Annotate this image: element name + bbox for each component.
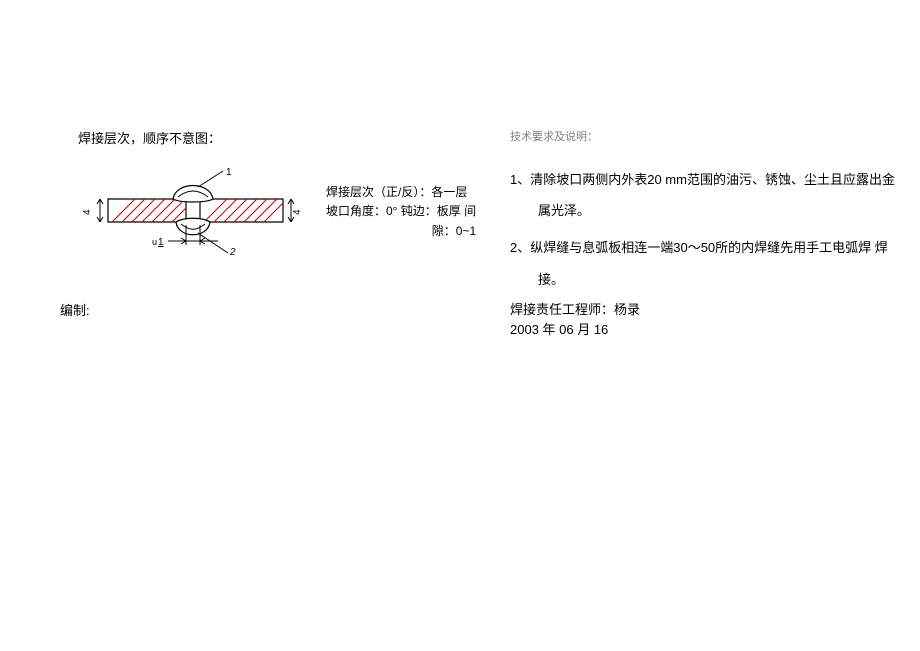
svg-text:1: 1 — [158, 237, 164, 248]
requirement-item-2: 2、纵焊缝与息弧板相连一端30〜50所的内焊缝先用手工电弧焊 焊接。 — [510, 232, 900, 294]
svg-text:u: u — [152, 237, 157, 247]
engineer-line: 焊接责任工程师：杨录 — [510, 300, 640, 320]
requirements-heading: 技术要求及说明： — [510, 128, 900, 144]
compiler-label: 编制: — [60, 300, 90, 319]
signoff-block: 焊接责任工程师：杨录 2003 年 06 月 16 — [510, 300, 640, 339]
page-root: 焊接层次，顺序不意图： — [0, 0, 920, 651]
diagram-caption: 焊接层次（正/反）：各一层 坡口角度：0° 钝边：板厚 间 隙：0~1 — [326, 183, 476, 241]
diagram-block: 1 2 4 4 — [78, 167, 508, 257]
left-title: 焊接层次，顺序不意图： — [78, 128, 508, 147]
svg-text:1: 1 — [226, 167, 232, 178]
date-line: 2003 年 06 月 16 — [510, 320, 640, 340]
caption-line-3: 隙：0~1 — [326, 222, 476, 241]
svg-text:2: 2 — [229, 247, 236, 257]
left-column: 焊接层次，顺序不意图： — [78, 128, 508, 257]
svg-text:4: 4 — [82, 209, 93, 215]
right-column: 技术要求及说明： 1、清除坡口两侧内外表20 mm范围的油污、锈蚀、尘土且应露出… — [510, 128, 900, 301]
caption-line-2: 坡口角度：0° 钝边：板厚 间 — [326, 202, 476, 221]
svg-text:4: 4 — [292, 209, 303, 215]
caption-line-1: 焊接层次（正/反）：各一层 — [326, 183, 476, 202]
requirement-item-1: 1、清除坡口两侧内外表20 mm范围的油污、锈蚀、尘土且应露出金属光泽。 — [510, 164, 900, 226]
weld-diagram: 1 2 4 4 — [78, 167, 308, 257]
